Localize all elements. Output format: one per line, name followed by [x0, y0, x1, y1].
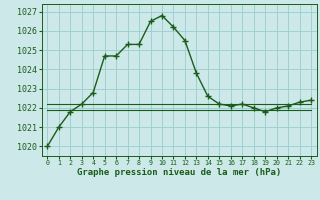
X-axis label: Graphe pression niveau de la mer (hPa): Graphe pression niveau de la mer (hPa)	[77, 168, 281, 177]
